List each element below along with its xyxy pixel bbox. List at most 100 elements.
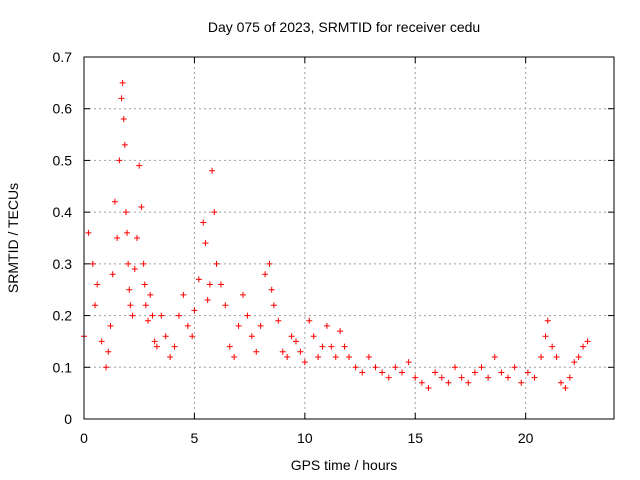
data-point	[266, 260, 273, 267]
data-points	[81, 79, 591, 391]
data-point	[89, 260, 96, 267]
data-point	[580, 343, 587, 350]
data-point	[341, 343, 348, 350]
data-point	[306, 317, 313, 324]
data-point	[257, 322, 264, 329]
data-point	[127, 302, 134, 309]
data-point	[184, 322, 191, 329]
data-point	[145, 317, 152, 324]
y-axis-label: SRMTID / TECUs	[5, 183, 21, 293]
data-point	[549, 343, 556, 350]
data-point	[209, 167, 216, 174]
data-point	[141, 281, 148, 288]
data-point	[518, 379, 525, 386]
data-point	[310, 333, 317, 340]
data-point	[392, 364, 399, 371]
data-point	[114, 235, 121, 241]
y-tick-label: 0.6	[53, 101, 73, 117]
data-point	[558, 379, 564, 386]
data-point	[153, 343, 160, 350]
data-point	[171, 343, 178, 350]
y-tick-label: 0	[64, 411, 72, 427]
data-point	[418, 379, 425, 386]
data-point	[445, 379, 452, 386]
data-point	[399, 369, 405, 376]
data-point	[175, 312, 182, 319]
data-point	[98, 338, 105, 345]
data-point	[131, 266, 138, 273]
data-point	[438, 374, 445, 381]
x-tick-label: 20	[518, 430, 534, 446]
data-point	[105, 348, 112, 355]
data-point	[365, 353, 372, 360]
data-point	[275, 317, 282, 324]
data-point	[206, 281, 213, 288]
x-tick-label: 0	[80, 430, 88, 446]
y-tick-label: 0.3	[53, 256, 73, 272]
data-point	[379, 369, 386, 376]
data-point	[270, 302, 277, 309]
data-point	[231, 353, 238, 360]
data-point	[116, 157, 123, 164]
data-point	[332, 353, 339, 360]
data-point	[149, 312, 156, 319]
data-point	[158, 312, 165, 319]
data-point	[248, 333, 255, 340]
data-point	[405, 359, 412, 366]
data-point	[134, 235, 140, 241]
data-point	[126, 286, 133, 293]
x-tick-label: 5	[191, 430, 199, 446]
data-point	[162, 333, 169, 340]
data-point	[167, 353, 174, 360]
data-point	[478, 364, 485, 371]
data-point	[346, 353, 352, 360]
data-point	[538, 353, 545, 360]
data-point	[323, 322, 330, 329]
data-point	[288, 333, 295, 340]
y-tick-label: 0.7	[53, 49, 73, 65]
axis-ticks	[83, 56, 614, 420]
data-point	[121, 141, 128, 148]
data-point	[151, 338, 158, 345]
data-point	[107, 322, 114, 329]
data-point	[575, 353, 582, 360]
data-point	[200, 219, 207, 226]
data-point	[412, 374, 419, 381]
data-point	[553, 353, 560, 360]
data-point	[566, 374, 573, 381]
data-point	[111, 198, 118, 205]
y-tick-label: 0.4	[53, 204, 73, 220]
x-axis-label: GPS time / hours	[291, 457, 398, 473]
data-point	[85, 229, 92, 236]
data-point	[319, 343, 326, 350]
data-point	[217, 281, 224, 288]
data-point	[385, 374, 392, 381]
data-point	[213, 260, 220, 267]
data-point	[119, 79, 126, 86]
data-point	[122, 209, 129, 216]
data-point	[301, 359, 308, 366]
grid-lines	[84, 57, 614, 419]
data-point	[211, 209, 218, 216]
data-point	[262, 271, 269, 278]
data-point	[253, 348, 260, 355]
data-point	[284, 353, 291, 360]
data-point	[195, 276, 202, 283]
data-point	[140, 260, 147, 267]
plot-frame	[83, 56, 615, 420]
data-point	[226, 343, 233, 350]
data-point	[544, 317, 551, 324]
y-tick-label: 0.5	[53, 152, 73, 168]
data-point	[452, 364, 458, 371]
data-point	[142, 302, 149, 309]
data-point	[94, 281, 101, 288]
data-point	[103, 364, 110, 371]
x-tick-label: 10	[297, 430, 313, 446]
data-point	[293, 338, 299, 345]
y-tick-label: 0.2	[53, 308, 73, 324]
data-point	[244, 312, 251, 319]
data-point	[524, 369, 531, 376]
data-point	[204, 297, 211, 304]
data-point	[240, 291, 246, 298]
